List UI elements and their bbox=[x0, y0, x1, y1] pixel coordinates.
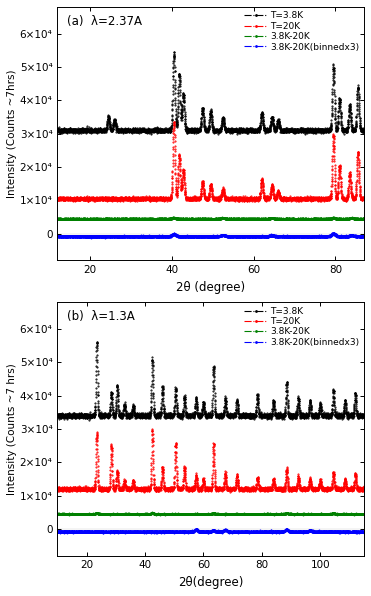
Line: T=20K: T=20K bbox=[57, 122, 365, 202]
T=3.8K bbox=[87, 416, 92, 423]
X-axis label: 2θ (degree): 2θ (degree) bbox=[176, 281, 245, 294]
3.8K-20K(binnedx3) bbox=[187, 232, 191, 240]
Text: (b)  λ=1.3A: (b) λ=1.3A bbox=[66, 310, 134, 323]
T=20K bbox=[278, 486, 283, 493]
T=20K bbox=[352, 474, 357, 481]
T=3.8K bbox=[352, 126, 357, 134]
X-axis label: 2θ(degree): 2θ(degree) bbox=[178, 576, 243, 589]
Text: (a)  λ=2.37A: (a) λ=2.37A bbox=[66, 14, 141, 27]
3.8K-20K bbox=[362, 510, 366, 517]
T=3.8K bbox=[95, 339, 99, 346]
T=3.8K bbox=[187, 412, 191, 419]
3.8K-20K bbox=[154, 511, 158, 519]
3.8K-20K(binnedx3) bbox=[194, 525, 198, 532]
Line: 3.8K-20K: 3.8K-20K bbox=[57, 512, 365, 515]
T=3.8K bbox=[362, 126, 366, 133]
Legend: T=3.8K, T=20K, 3.8K-20K, 3.8K-20K(binnedx3): T=3.8K, T=20K, 3.8K-20K, 3.8K-20K(binned… bbox=[242, 10, 361, 53]
3.8K-20K(binnedx3) bbox=[352, 233, 357, 240]
3.8K-20K bbox=[187, 511, 191, 518]
T=3.8K bbox=[55, 127, 60, 134]
T=3.8K bbox=[337, 411, 342, 418]
3.8K-20K(binnedx3) bbox=[352, 528, 357, 535]
Line: T=3.8K: T=3.8K bbox=[57, 51, 365, 135]
3.8K-20K(binnedx3) bbox=[278, 233, 282, 240]
T=20K bbox=[201, 182, 206, 190]
3.8K-20K(binnedx3) bbox=[362, 528, 366, 535]
T=3.8K bbox=[362, 413, 366, 420]
3.8K-20K(binnedx3) bbox=[184, 233, 188, 240]
Line: 3.8K-20K(binnedx3): 3.8K-20K(binnedx3) bbox=[57, 528, 365, 533]
Y-axis label: Intensity (Counts ~7hrs): Intensity (Counts ~7hrs) bbox=[7, 69, 17, 198]
3.8K-20K bbox=[331, 213, 335, 221]
3.8K-20K bbox=[55, 510, 60, 517]
3.8K-20K(binnedx3) bbox=[201, 233, 206, 240]
T=3.8K bbox=[172, 48, 176, 55]
T=20K bbox=[172, 119, 176, 126]
3.8K-20K bbox=[55, 215, 60, 222]
T=20K bbox=[150, 426, 155, 433]
T=20K bbox=[362, 483, 366, 490]
Line: 3.8K-20K: 3.8K-20K bbox=[57, 217, 365, 220]
T=3.8K bbox=[278, 412, 283, 419]
3.8K-20K(binnedx3) bbox=[184, 529, 188, 536]
3.8K-20K bbox=[278, 510, 283, 517]
T=20K bbox=[55, 487, 60, 494]
3.8K-20K bbox=[352, 511, 357, 518]
Line: 3.8K-20K(binnedx3): 3.8K-20K(binnedx3) bbox=[57, 232, 365, 238]
T=20K bbox=[184, 484, 188, 491]
3.8K-20K bbox=[352, 215, 357, 222]
3.8K-20K bbox=[278, 216, 282, 223]
T=3.8K bbox=[216, 131, 220, 138]
T=3.8K bbox=[337, 95, 342, 103]
Line: T=3.8K: T=3.8K bbox=[57, 342, 365, 420]
T=20K bbox=[362, 195, 366, 202]
3.8K-20K(binnedx3) bbox=[337, 233, 342, 240]
T=3.8K bbox=[352, 396, 357, 403]
T=20K bbox=[352, 195, 357, 202]
3.8K-20K bbox=[201, 215, 205, 222]
T=3.8K bbox=[201, 399, 206, 406]
3.8K-20K bbox=[150, 509, 154, 516]
3.8K-20K bbox=[184, 511, 188, 518]
Y-axis label: Intensity (Counts ~7 hrs): Intensity (Counts ~7 hrs) bbox=[7, 363, 17, 495]
3.8K-20K bbox=[201, 510, 206, 517]
3.8K-20K bbox=[337, 510, 342, 517]
3.8K-20K bbox=[362, 215, 366, 222]
T=20K bbox=[55, 195, 60, 203]
3.8K-20K(binnedx3) bbox=[186, 528, 191, 535]
3.8K-20K(binnedx3) bbox=[278, 529, 283, 536]
3.8K-20K(binnedx3) bbox=[236, 529, 240, 536]
3.8K-20K(binnedx3) bbox=[201, 527, 206, 535]
3.8K-20K bbox=[337, 215, 342, 222]
T=3.8K bbox=[187, 126, 191, 133]
3.8K-20K bbox=[186, 215, 191, 222]
T=20K bbox=[201, 475, 206, 482]
3.8K-20K(binnedx3) bbox=[89, 234, 93, 241]
3.8K-20K bbox=[184, 215, 188, 222]
T=20K bbox=[184, 197, 188, 204]
T=3.8K bbox=[184, 126, 188, 134]
T=20K bbox=[322, 198, 326, 205]
3.8K-20K(binnedx3) bbox=[55, 528, 60, 535]
T=20K bbox=[187, 196, 191, 203]
T=3.8K bbox=[278, 125, 283, 132]
3.8K-20K(binnedx3) bbox=[337, 528, 342, 535]
3.8K-20K bbox=[212, 216, 217, 223]
Line: T=20K: T=20K bbox=[57, 429, 365, 492]
T=3.8K bbox=[55, 412, 60, 419]
Legend: T=3.8K, T=20K, 3.8K-20K, 3.8K-20K(binnedx3): T=3.8K, T=20K, 3.8K-20K, 3.8K-20K(binned… bbox=[242, 305, 361, 349]
T=20K bbox=[187, 488, 191, 495]
T=20K bbox=[337, 162, 342, 169]
T=20K bbox=[142, 488, 147, 495]
3.8K-20K(binnedx3) bbox=[55, 233, 60, 240]
3.8K-20K(binnedx3) bbox=[362, 233, 366, 240]
3.8K-20K(binnedx3) bbox=[332, 229, 336, 237]
T=3.8K bbox=[184, 413, 188, 420]
T=3.8K bbox=[201, 110, 206, 117]
T=20K bbox=[278, 193, 282, 200]
T=20K bbox=[337, 486, 342, 493]
